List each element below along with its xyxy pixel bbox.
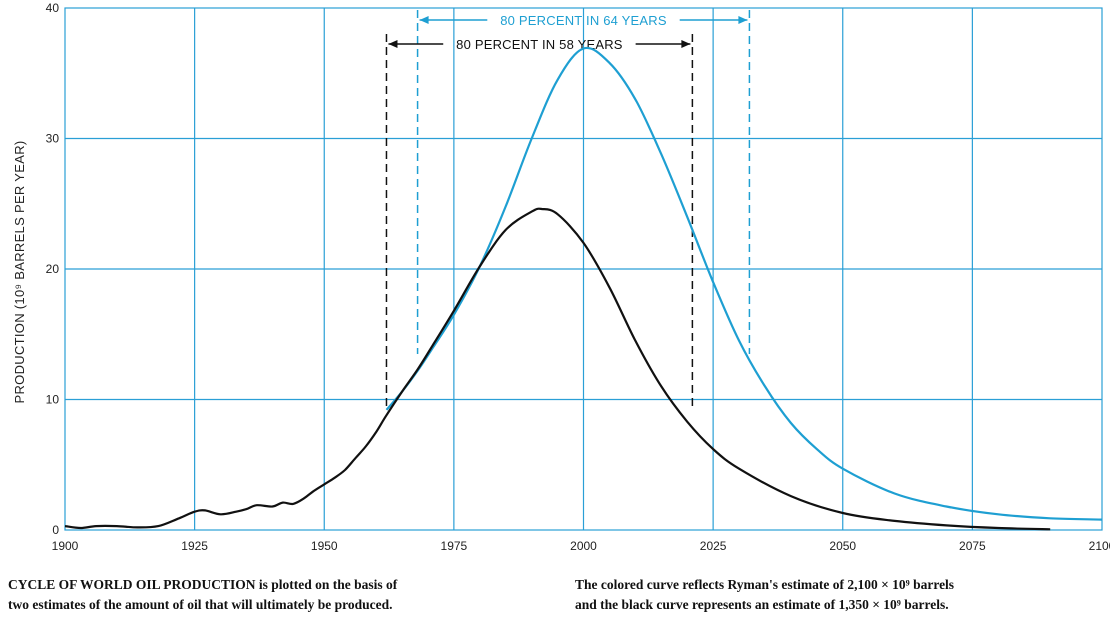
series-line-colored [385,46,1103,521]
y-tick-label: 10 [46,393,60,407]
y-tick-label: 0 [52,523,59,537]
x-tick-label: 1950 [311,539,338,553]
annotation-label: 80 PERCENT IN 64 YEARS [500,13,667,28]
y-tick-label: 20 [46,262,60,276]
x-tick-label: 2000 [570,539,597,553]
caption-left-rest: is plotted on the basis of [255,577,398,592]
annotation-arrowhead-left [419,16,429,24]
x-tick-label: 2075 [959,539,986,553]
annotation-arrowhead-right [681,40,691,48]
x-tick-label: 1975 [441,539,468,553]
oil-production-chart: 80 PERCENT IN 64 YEARS 80 PERCENT IN 58 Y… [12,1,1110,553]
annotation-arrowhead-right [738,16,748,24]
grid [64,7,1103,531]
annotation-arrowhead-left [388,40,398,48]
series-line-black [64,207,1051,531]
y-axis-label: PRODUCTION (10⁹ BARRELS PER YEAR) [12,140,27,403]
x-tick-label: 2050 [829,539,856,553]
caption-right-line1: The colored curve reflects Ryman's estim… [575,577,955,592]
x-tick-label: 2025 [700,539,727,553]
annotations: 80 PERCENT IN 64 YEARS 80 PERCENT IN 58 Y… [385,10,751,406]
caption-left-line2: two estimates of the amount of oil that … [8,597,393,612]
series-lines [64,46,1103,531]
annotation-label: 80 PERCENT IN 58 YEARS [456,37,623,52]
caption-left-bold: CYCLE OF WORLD OIL PRODUCTION [8,577,256,592]
x-tick-label: 1900 [52,539,79,553]
x-tick-label: 1925 [181,539,208,553]
caption-right-line2: and the black curve represents an estima… [575,597,949,612]
y-tick-label: 30 [46,132,60,146]
caption-right: The colored curve reflects Ryman's estim… [575,575,1105,615]
caption-left: CYCLE OF WORLD OIL PRODUCTION is plotted… [8,575,548,615]
y-tick-label: 40 [46,1,60,15]
